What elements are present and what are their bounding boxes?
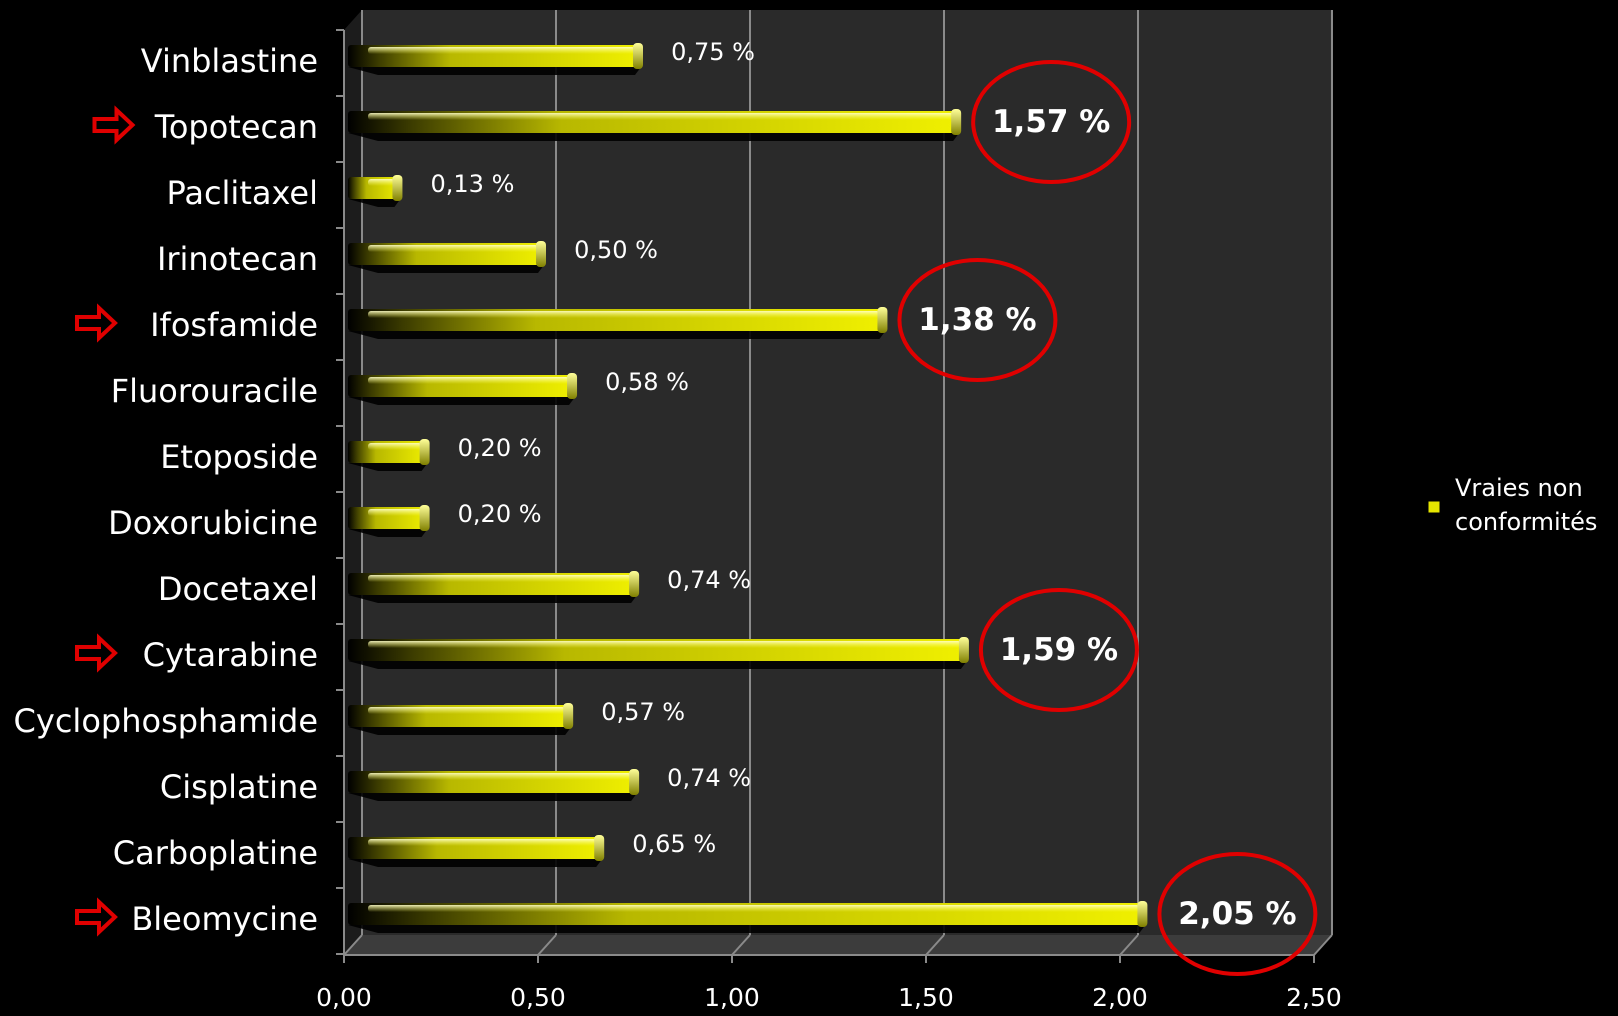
category-label: Etoposide xyxy=(160,438,318,476)
red-right-arrow-icon xyxy=(75,897,118,937)
category-label: Cyclophosphamide xyxy=(14,702,318,740)
highlight-circle xyxy=(1157,852,1318,976)
legend-swatch xyxy=(1427,500,1441,514)
gridline-floor-0 xyxy=(343,934,363,956)
red-right-arrow-icon xyxy=(75,633,118,673)
category-label: Irinotecan xyxy=(157,240,318,278)
legend-label-line1: Vraies non xyxy=(1455,474,1583,502)
bar xyxy=(348,373,578,405)
highlight-circles xyxy=(897,60,1318,976)
category-label: Cytarabine xyxy=(143,636,318,674)
category-label: Topotecan xyxy=(154,108,318,146)
gridline-floor-2 xyxy=(731,934,751,956)
gridline-floor-4 xyxy=(1119,934,1139,956)
red-right-arrow-icon xyxy=(75,303,118,343)
bars xyxy=(348,43,1148,933)
data-label: 1,57 % xyxy=(992,104,1110,140)
category-label: Vinblastine xyxy=(141,42,318,80)
x-tick-label: 2,00 xyxy=(1092,983,1148,1012)
bar xyxy=(348,439,430,471)
highlight-circle xyxy=(978,588,1139,712)
data-label: 0,57 % xyxy=(601,698,685,726)
data-label: 1,59 % xyxy=(1000,632,1118,668)
data-label: 0,58 % xyxy=(605,368,689,396)
data-labels: 0,75 % 1,57 % 0,13 % 0,50 % 1,38 % 0,58 % 0,20… xyxy=(431,38,1297,932)
bar xyxy=(348,241,546,273)
category-labels: Vinblastine Topotecan Paclitaxel Irinotecan… xyxy=(14,42,318,938)
gridline-floor-5 xyxy=(1313,934,1333,956)
bar xyxy=(348,703,574,735)
legend: Vraies non conformités xyxy=(1427,474,1597,536)
legend-label-line2: conformités xyxy=(1455,508,1597,536)
category-label: Bleomycine xyxy=(131,900,318,938)
bar xyxy=(348,637,969,669)
category-label: Doxorubicine xyxy=(108,504,318,542)
data-label: 0,65 % xyxy=(632,830,716,858)
highlight-circle xyxy=(897,258,1058,382)
x-tick-label: 2,50 xyxy=(1286,983,1342,1012)
plot-side-wall xyxy=(344,10,362,955)
bar xyxy=(348,901,1148,933)
category-label: Ifosfamide xyxy=(150,306,318,344)
axes xyxy=(336,29,1315,963)
bar xyxy=(348,769,640,801)
category-label: Carboplatine xyxy=(113,834,318,872)
plot-floor xyxy=(344,935,1332,955)
bar xyxy=(348,109,962,141)
data-label: 0,20 % xyxy=(458,434,542,462)
data-label: 0,20 % xyxy=(458,500,542,528)
bar xyxy=(348,307,888,339)
data-label: 0,74 % xyxy=(667,566,751,594)
x-tick-labels: 0,00 0,50 1,00 1,50 2,00 2,50 xyxy=(316,983,1342,1012)
bar xyxy=(348,43,643,75)
category-label: Cisplatine xyxy=(160,768,318,806)
x-tick-label: 1,50 xyxy=(898,983,954,1012)
plot-area xyxy=(344,10,1332,955)
bar xyxy=(348,571,640,603)
bar xyxy=(348,175,403,207)
highlight-arrows xyxy=(75,105,136,937)
data-label: 0,75 % xyxy=(671,38,755,66)
data-label: 0,74 % xyxy=(667,764,751,792)
bar xyxy=(348,505,430,537)
gridline-floor-3 xyxy=(925,934,945,956)
data-label: 0,50 % xyxy=(574,236,658,264)
category-label: Docetaxel xyxy=(158,570,318,608)
x-tick-label: 1,00 xyxy=(704,983,760,1012)
x-tick-label: 0,50 xyxy=(510,983,566,1012)
category-label: Fluorouracile xyxy=(111,372,318,410)
category-label: Paclitaxel xyxy=(166,174,318,212)
data-label: 1,38 % xyxy=(918,302,1036,338)
highlight-circle xyxy=(971,60,1132,184)
x-tick-label: 0,00 xyxy=(316,983,372,1012)
gridline-floor-1 xyxy=(537,934,557,956)
data-label: 0,13 % xyxy=(431,170,515,198)
red-right-arrow-icon xyxy=(92,105,136,145)
bar xyxy=(348,835,605,867)
data-label: 2,05 % xyxy=(1178,896,1296,932)
